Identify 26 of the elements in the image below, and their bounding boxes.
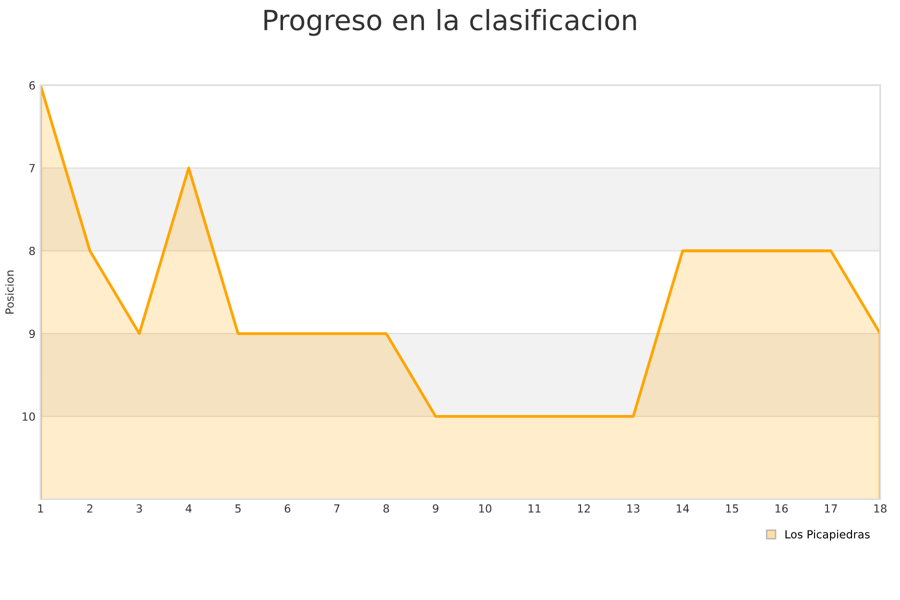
x-tick-label: 11 bbox=[528, 504, 540, 513]
x-tick-label: 7 bbox=[334, 504, 340, 513]
x-tick-label: 16 bbox=[776, 504, 788, 513]
x-tick-label: 15 bbox=[726, 504, 738, 513]
x-tick-label: 4 bbox=[186, 504, 192, 513]
x-tick-label: 2 bbox=[87, 504, 92, 513]
x-tick-label: 12 bbox=[578, 504, 590, 513]
y-tick-label: 7 bbox=[29, 164, 35, 172]
x-tick-label: 14 bbox=[676, 504, 690, 513]
y-tick-label: 6 bbox=[29, 81, 35, 90]
x-tick-label: 8 bbox=[383, 504, 390, 513]
x-tick-label: 17 bbox=[824, 504, 837, 513]
x-tick-label: 6 bbox=[284, 504, 290, 513]
legend-label: Los Picapiedras bbox=[786, 530, 870, 541]
x-tick-label: 10 bbox=[479, 504, 492, 513]
x-tick-label: 1 bbox=[38, 504, 44, 513]
x-tick-label: 13 bbox=[627, 504, 640, 513]
y-tick-label: 9 bbox=[29, 330, 35, 338]
y-axis-title: Posicion bbox=[5, 270, 14, 314]
chart-title: Progreso en la clasificacion bbox=[264, 9, 636, 36]
y-tick-label: 10 bbox=[22, 412, 35, 421]
y-tick-label: 8 bbox=[29, 246, 35, 256]
x-tick-label: 18 bbox=[874, 504, 887, 513]
x-tick-label: 3 bbox=[136, 504, 142, 513]
x-tick-label: 5 bbox=[235, 504, 241, 513]
x-tick-label: 9 bbox=[432, 504, 438, 513]
